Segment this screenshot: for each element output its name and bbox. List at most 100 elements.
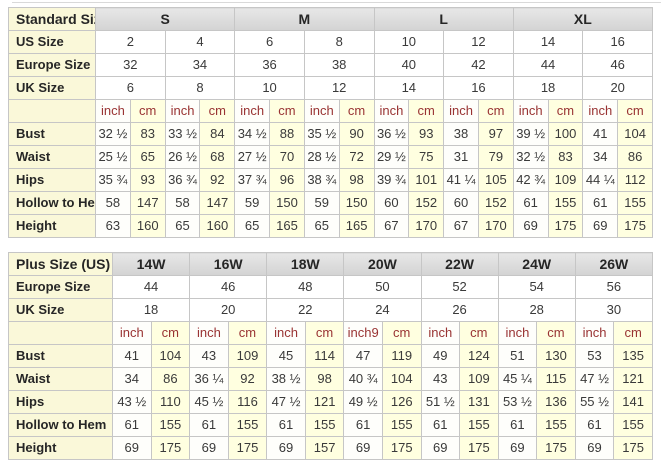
measure-value-cell: 97 — [477, 122, 514, 146]
measure-value-cell: 36 ½ — [373, 122, 410, 146]
size-value-cell: 48 — [266, 275, 345, 299]
measure-value-cell: 65 — [234, 214, 271, 238]
size-group-header: S — [94, 7, 236, 31]
measure-value-cell: 109 — [547, 168, 584, 192]
size-value-cell: 36 — [234, 53, 305, 77]
unit-label: cm — [304, 321, 345, 345]
size-value-cell: 10 — [234, 76, 305, 100]
measure-value-cell: 70 — [269, 145, 305, 169]
measure-value-cell: 175 — [613, 436, 653, 460]
measure-value-cell: 101 — [408, 168, 445, 192]
unit-label: inch — [189, 321, 229, 345]
measure-value-cell: 61 — [497, 413, 538, 437]
unit-label: inch — [266, 321, 306, 345]
measure-value-cell: 152 — [477, 191, 514, 215]
unit-label: inch — [497, 321, 538, 345]
measure-value-cell: 39 ¾ — [373, 168, 410, 192]
unit-label: inch — [512, 99, 549, 123]
measure-value-cell: 136 — [536, 390, 576, 414]
measure-value-cell: 61 — [582, 191, 619, 215]
measure-value-cell: 69 — [497, 436, 538, 460]
measure-value-cell: 31 — [443, 145, 479, 169]
measure-value-cell: 67 — [443, 214, 479, 238]
measure-value-cell: 43 — [420, 367, 461, 391]
measure-value-cell: 61 — [112, 413, 152, 437]
measure-value-cell: 61 — [343, 413, 383, 437]
measure-value-cell: 112 — [617, 168, 653, 192]
measure-value-cell: 58 — [164, 191, 201, 215]
unit-label: inch — [420, 321, 461, 345]
size-value-cell: 20 — [582, 76, 653, 100]
measure-value-cell: 38 ½ — [266, 367, 306, 391]
corner-label: Standard Size — [8, 7, 96, 31]
measure-value-cell: 105 — [477, 168, 514, 192]
unit-label: inch — [373, 99, 410, 123]
measure-value-cell: 61 — [266, 413, 306, 437]
measure-value-cell: 43 — [189, 344, 229, 368]
size-value-cell: 44 — [111, 275, 191, 299]
unit-label: cm — [536, 321, 576, 345]
unit-label: cm — [338, 99, 375, 123]
measure-value-cell: 160 — [199, 214, 236, 238]
size-value-cell: 6 — [95, 76, 166, 100]
measure-value-cell: 83 — [129, 122, 166, 146]
row-label: Bust — [8, 122, 96, 146]
measure-value-cell: 69 — [574, 436, 615, 460]
size-value-cell: 30 — [574, 298, 654, 322]
measure-value-cell: 175 — [227, 436, 268, 460]
measure-value-cell: 69 — [512, 214, 549, 238]
measure-value-cell: 109 — [459, 367, 499, 391]
measure-value-cell: 39 ½ — [512, 122, 549, 146]
measure-value-cell: 175 — [617, 214, 653, 238]
measure-value-cell: 34 ½ — [234, 122, 271, 146]
unit-label: cm — [613, 321, 653, 345]
measure-value-cell: 165 — [269, 214, 305, 238]
measure-value-cell: 43 ½ — [112, 390, 152, 414]
measure-value-cell: 100 — [547, 122, 584, 146]
measure-value-cell: 55 ½ — [574, 390, 615, 414]
measure-value-cell: 26 ½ — [164, 145, 201, 169]
row-label: Europe Size — [8, 53, 96, 77]
measure-value-cell: 38 ¾ — [303, 168, 340, 192]
unit-label: cm — [150, 321, 191, 345]
row-label: Hollow to Hem — [8, 191, 96, 215]
measure-value-cell: 65 — [303, 214, 340, 238]
measure-value-cell: 175 — [547, 214, 584, 238]
measure-value-cell: 63 — [95, 214, 131, 238]
cropped-top-edge — [12, 2, 661, 3]
measure-value-cell: 92 — [227, 367, 268, 391]
unit-label: inch9 — [343, 321, 383, 345]
measure-value-cell: 147 — [129, 191, 166, 215]
row-label: Hips — [8, 168, 96, 192]
standard-size-table: Standard SizeSMLXLUS Size246810121416Eur… — [8, 7, 654, 238]
measure-value-cell: 109 — [227, 344, 268, 368]
measure-value-cell: 47 ½ — [574, 367, 615, 391]
measure-value-cell: 69 — [112, 436, 152, 460]
measure-value-cell: 27 ½ — [234, 145, 271, 169]
measure-value-cell: 121 — [613, 367, 653, 391]
measure-value-cell: 35 ½ — [303, 122, 340, 146]
measure-value-cell: 86 — [150, 367, 191, 391]
measure-value-cell: 42 ¾ — [512, 168, 549, 192]
measure-value-cell: 104 — [150, 344, 191, 368]
measure-value-cell: 58 — [95, 191, 131, 215]
size-value-cell: 12 — [443, 30, 514, 54]
measure-value-cell: 60 — [443, 191, 479, 215]
size-value-cell: 38 — [303, 53, 375, 77]
measure-value-cell: 104 — [381, 367, 422, 391]
unit-label: inch — [95, 99, 131, 123]
measure-value-cell: 28 ½ — [303, 145, 340, 169]
measure-value-cell: 59 — [234, 191, 271, 215]
measure-value-cell: 119 — [381, 344, 422, 368]
size-value-cell: 22 — [266, 298, 345, 322]
row-label: US Size — [8, 30, 96, 54]
size-value-cell: 40 — [373, 53, 445, 77]
unit-label: cm — [477, 99, 514, 123]
row-label: Waist — [8, 367, 113, 391]
measure-value-cell: 86 — [617, 145, 653, 169]
unit-label: cm — [227, 321, 268, 345]
measure-value-cell: 53 ½ — [497, 390, 538, 414]
size-value-cell: 16 — [582, 30, 653, 54]
size-group-header: M — [234, 7, 375, 31]
